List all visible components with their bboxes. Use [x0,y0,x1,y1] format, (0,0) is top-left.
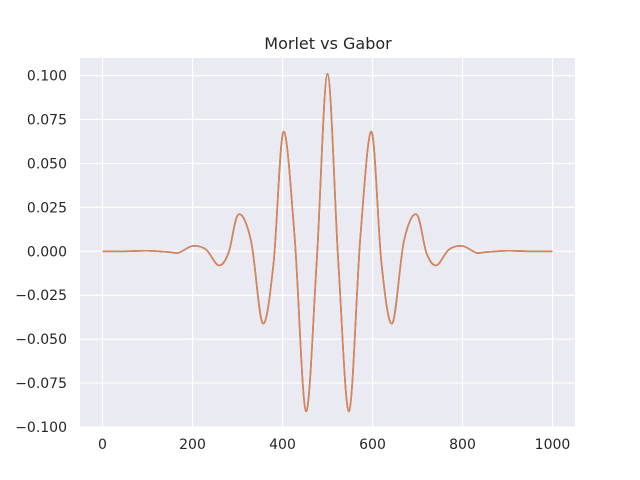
series-lines [102,73,553,413]
y-tick-label: 0.075 [27,113,67,129]
plot-area [80,58,575,427]
chart-title: Morlet vs Gabor [264,34,392,53]
y-axis: −0.100 −0.075 −0.050 −0.025 0.000 0.025 0.050 0… [15,69,67,436]
y-tick-label: −0.075 [15,376,67,392]
x-tick-label: 800 [449,437,476,453]
y-tick-label: 0.025 [27,200,67,216]
series-line-2 [102,73,553,413]
x-tick-label: 0 [98,437,107,453]
y-tick-label: −0.025 [15,288,67,304]
y-tick-label: −0.050 [15,332,67,348]
y-tick-label: 0.050 [27,156,67,172]
x-tick-label: 1000 [535,437,571,453]
y-tick-label: 0.000 [27,244,67,260]
y-tick-label: 0.100 [27,69,67,85]
x-axis: 0 200 400 600 800 1000 [98,437,570,453]
y-tick-label: −0.100 [15,420,67,436]
x-tick-label: 200 [179,437,206,453]
x-tick-label: 400 [269,437,296,453]
x-tick-label: 600 [359,437,386,453]
